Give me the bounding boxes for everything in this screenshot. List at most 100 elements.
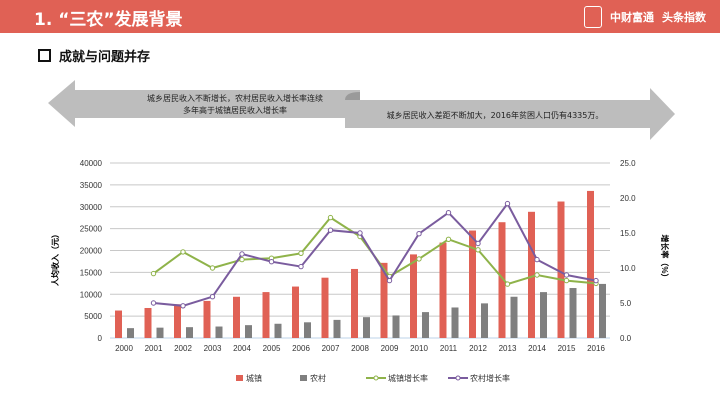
bar-rural xyxy=(510,296,518,338)
point-urban-rate xyxy=(416,256,422,262)
point-rural-rate xyxy=(416,231,422,237)
bar-urban xyxy=(439,242,447,338)
y-tick-label: 20000 xyxy=(80,247,103,256)
page-title: 1. “三农”发展背景 xyxy=(34,10,183,30)
header-bar: 1. “三农”发展背景 中财富通 头条指数 xyxy=(0,0,720,33)
bar-urban xyxy=(380,262,388,338)
point-rural-rate xyxy=(150,300,157,306)
x-tick-label: 2009 xyxy=(381,344,399,353)
point-rural-rate xyxy=(298,263,304,270)
point-rural-rate xyxy=(593,277,599,284)
bar-urban xyxy=(351,268,358,338)
x-tick-label: 2007 xyxy=(322,344,340,353)
x-tick-label: 2013 xyxy=(499,344,517,353)
bar-rural xyxy=(363,317,370,338)
bar-rural xyxy=(186,327,193,338)
x-tick-label: 2008 xyxy=(351,344,369,353)
y2-axis-label: 增长率（%） xyxy=(660,234,670,281)
x-tick-label: 2005 xyxy=(263,344,281,353)
point-rural-rate xyxy=(180,303,186,309)
point-rural-rate xyxy=(386,277,393,284)
logos: 中财富通 头条指数 xyxy=(584,6,706,28)
bar-urban xyxy=(233,296,240,338)
bar-rural xyxy=(540,292,547,338)
x-tick-label: 2012 xyxy=(469,344,487,353)
y-tick-label: 30000 xyxy=(80,203,103,212)
legend-label: 农村 xyxy=(310,373,326,383)
legend-swatch xyxy=(300,375,307,381)
y2-tick-label: 5.0 xyxy=(620,299,632,308)
bar-rural xyxy=(392,315,400,338)
section-heading: 成就与问题并存 xyxy=(38,46,150,65)
bar-rural xyxy=(127,328,134,338)
point-rural-rate xyxy=(475,240,481,247)
bar-urban xyxy=(528,211,535,338)
y-tick-label: 15000 xyxy=(80,268,103,277)
y-tick-label: 5000 xyxy=(84,312,102,321)
y2-tick-label: 0.0 xyxy=(620,334,632,343)
bar-urban xyxy=(144,307,152,338)
x-tick-label: 2003 xyxy=(204,344,222,353)
bar-urban xyxy=(203,300,211,338)
point-rural-rate xyxy=(445,210,452,216)
square-bullet-icon xyxy=(38,49,51,62)
x-tick-label: 2004 xyxy=(233,344,251,353)
x-tick-label: 2001 xyxy=(145,344,163,353)
x-tick-label: 2000 xyxy=(115,344,133,353)
point-urban-rate xyxy=(445,236,452,243)
x-tick-label: 2002 xyxy=(174,344,192,353)
x-tick-label: 2014 xyxy=(528,344,546,353)
bar-rural xyxy=(422,312,429,338)
bar-urban xyxy=(262,292,270,338)
arrow-curl xyxy=(345,92,360,100)
callout-arrows xyxy=(48,80,675,140)
bar-urban xyxy=(557,201,565,338)
bar-rural xyxy=(245,325,252,338)
bar-urban xyxy=(321,277,329,338)
y-tick-label: 25000 xyxy=(80,225,103,234)
point-urban-rate xyxy=(239,256,245,263)
bar-urban xyxy=(115,310,122,338)
point-urban-rate xyxy=(327,214,334,221)
y-tick-label: 40000 xyxy=(80,159,103,168)
left-arrow xyxy=(48,80,360,127)
bar-urban xyxy=(498,222,506,338)
bar-rural xyxy=(451,307,459,338)
point-urban-rate xyxy=(298,250,304,257)
point-rural-rate xyxy=(209,294,216,300)
y2-tick-label: 15.0 xyxy=(620,229,636,238)
point-rural-rate xyxy=(268,259,275,265)
point-rural-rate xyxy=(534,256,540,263)
point-rural-rate xyxy=(563,272,570,278)
point-urban-rate xyxy=(475,247,481,253)
point-urban-rate xyxy=(150,270,157,277)
university-seal-icon xyxy=(584,6,602,28)
legend-label: 城镇 xyxy=(246,373,262,383)
legend-swatch xyxy=(236,375,243,381)
legend-marker xyxy=(455,375,461,381)
point-rural-rate xyxy=(327,227,334,233)
bar-urban xyxy=(587,190,594,338)
x-tick-label: 2006 xyxy=(292,344,310,353)
logo-toutiao: 头条指数 xyxy=(662,11,706,24)
point-rural-rate xyxy=(504,200,511,207)
bar-urban xyxy=(292,286,299,338)
y2-tick-label: 10.0 xyxy=(620,264,636,273)
bar-rural xyxy=(599,283,606,338)
bar-rural xyxy=(569,288,577,338)
bar-rural xyxy=(274,323,282,338)
point-urban-rate xyxy=(563,277,570,284)
bar-rural xyxy=(333,319,341,338)
callout-left: 城乡居民收入不断增长，农村居民收入增长率连续 多年高于城镇居民收入增长率 xyxy=(147,94,323,115)
callout-right: 城乡居民收入差距不断加大，2016年贫困人口仍有4335万。 xyxy=(386,111,604,120)
y-tick-label: 0 xyxy=(98,334,103,343)
right-arrow xyxy=(345,88,675,140)
bar-rural xyxy=(481,303,488,338)
y-axis-label: 人均收入（元） xyxy=(50,230,60,286)
y2-tick-label: 25.0 xyxy=(620,159,636,168)
point-rural-rate xyxy=(357,230,363,236)
bar-urban xyxy=(410,254,417,338)
point-rural-rate xyxy=(239,251,245,257)
bar-urban xyxy=(469,230,476,338)
